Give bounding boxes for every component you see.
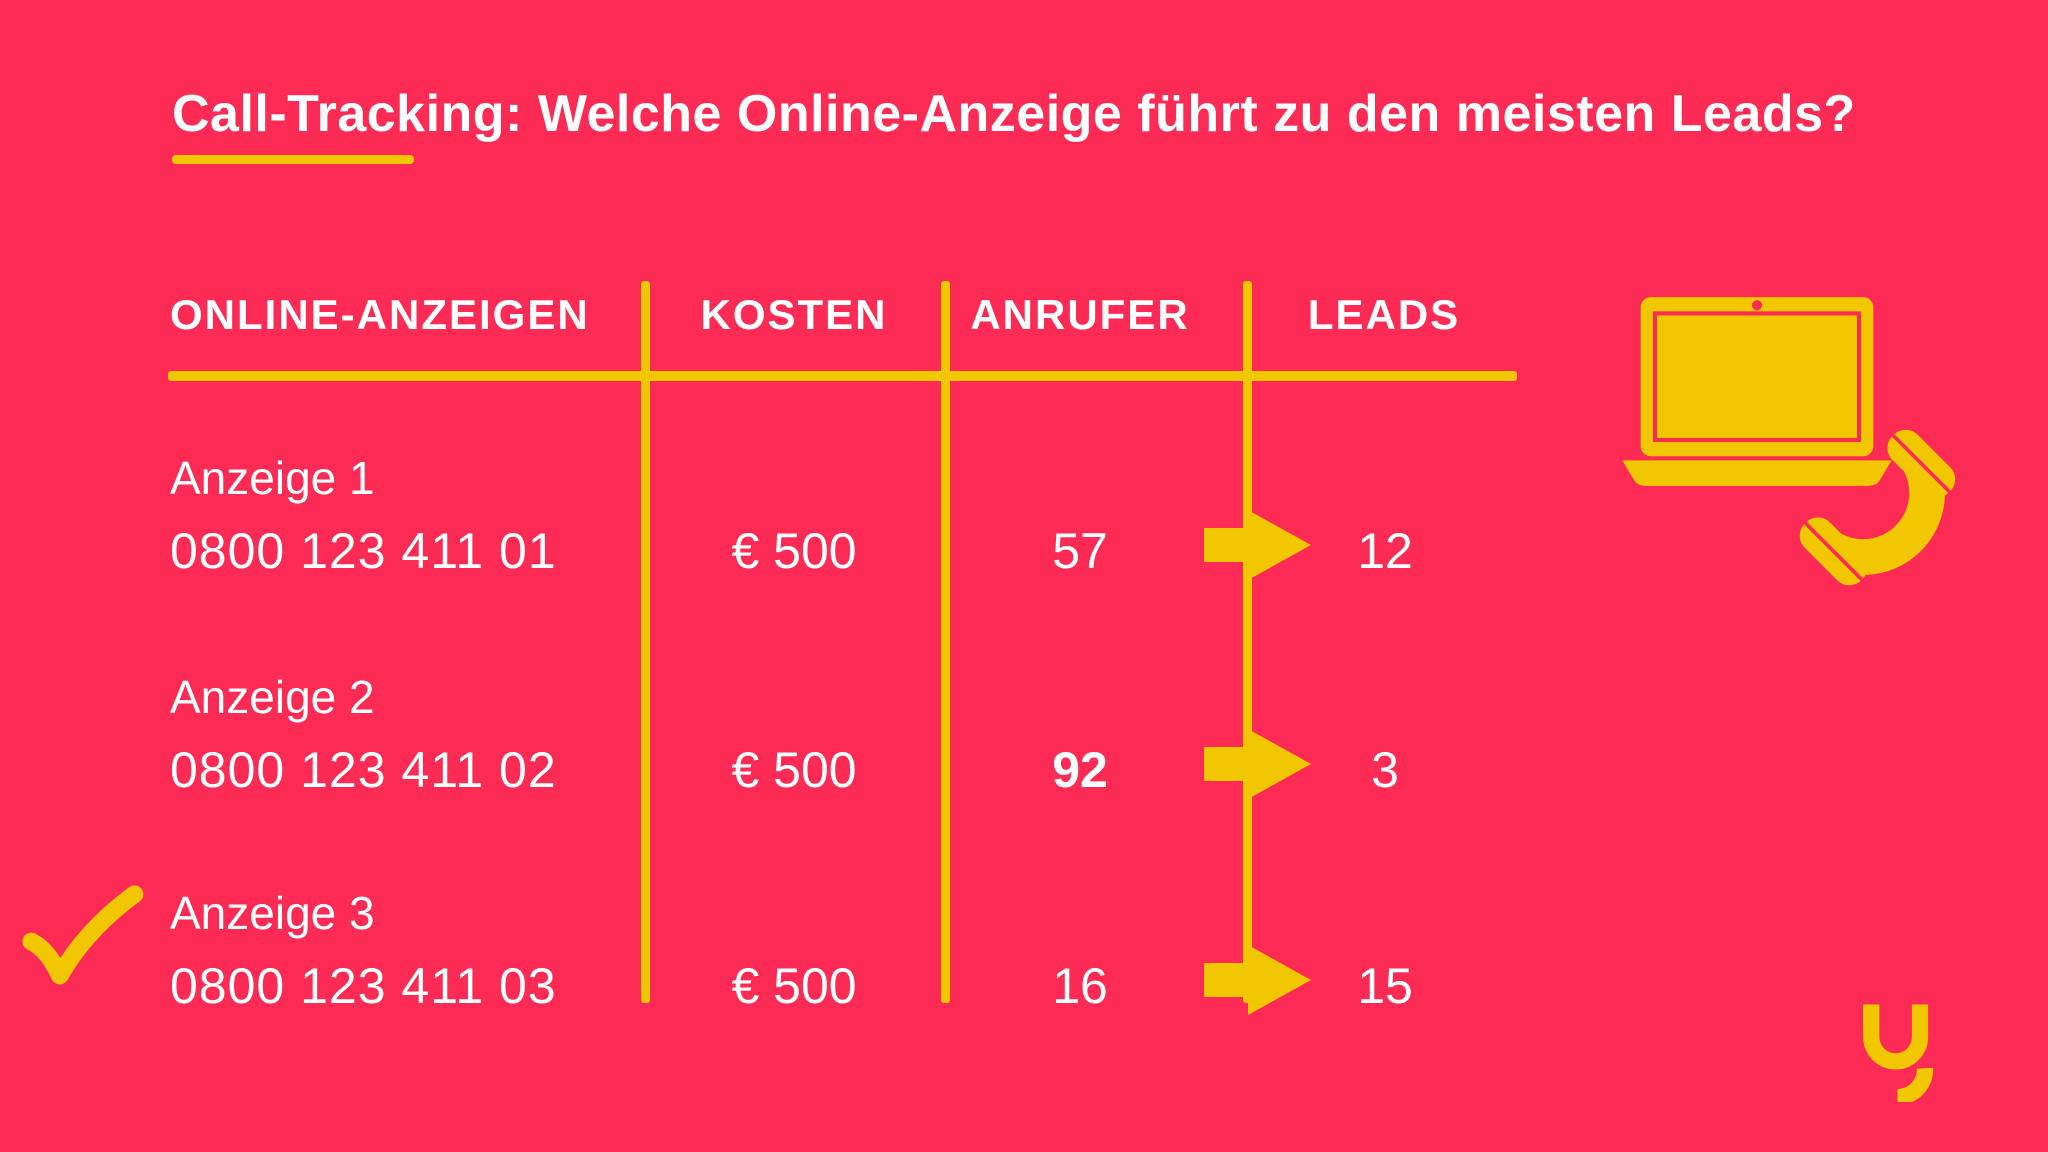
- arrow-right-icon: [1204, 510, 1311, 580]
- y-logo-icon: [1863, 1004, 1934, 1102]
- checkmark-icon: [22, 885, 144, 985]
- column-divider: [641, 281, 650, 1003]
- page-title: Call-Tracking: Welche Online-Anzeige füh…: [172, 85, 1856, 143]
- callers-value: 57: [1052, 523, 1108, 579]
- ad-name: Anzeige 3: [170, 887, 375, 939]
- ad-phone-number: 0800 123 411 01: [170, 523, 557, 579]
- column-header-leads: LEADS: [1307, 291, 1461, 338]
- column-header-kosten: KOSTEN: [700, 291, 888, 338]
- table-header-rule: [168, 371, 1517, 381]
- table-row: Anzeige 1 0800 123 411 01 € 500 57 12: [0, 450, 2048, 590]
- cost-value: € 500: [731, 958, 857, 1014]
- ad-name: Anzeige 2: [170, 671, 375, 723]
- callers-value: 16: [1052, 958, 1108, 1014]
- arrow-right-icon: [1204, 945, 1311, 1015]
- ad-phone-number: 0800 123 411 02: [170, 742, 557, 798]
- leads-value: 12: [1357, 523, 1413, 579]
- column-header-anrufer: ANRUFER: [970, 291, 1190, 338]
- column-header-online-anzeigen: ONLINE-ANZEIGEN: [170, 291, 590, 338]
- laptop-icon: [1622, 297, 1892, 486]
- cost-value: € 500: [731, 742, 857, 798]
- leads-value: 15: [1357, 958, 1413, 1014]
- table-row: Anzeige 2 0800 123 411 02 € 500 92 3: [0, 669, 2048, 809]
- arrow-right-icon: [1204, 729, 1311, 799]
- table-row: Anzeige 3 0800 123 411 03 € 500 16 15: [0, 885, 2048, 1025]
- phone-handset-icon: [1799, 429, 1956, 586]
- cost-value: € 500: [731, 523, 857, 579]
- column-divider: [941, 281, 950, 1003]
- ad-name: Anzeige 1: [170, 452, 375, 504]
- leads-value: 3: [1371, 742, 1399, 798]
- callers-value: 92: [1052, 742, 1108, 798]
- column-divider: [1243, 281, 1252, 1003]
- title-underline: [172, 155, 414, 164]
- ad-phone-number: 0800 123 411 03: [170, 958, 557, 1014]
